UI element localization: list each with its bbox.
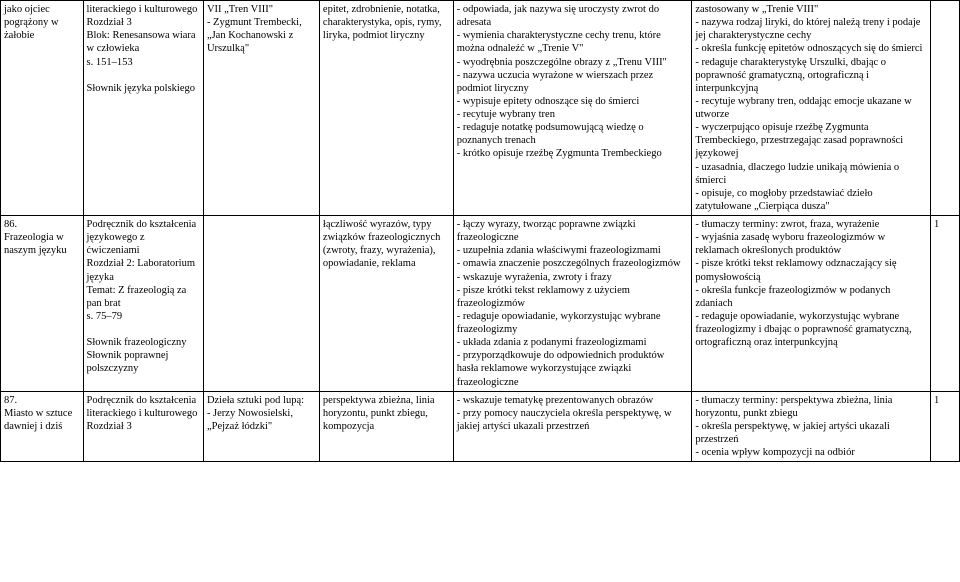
cell-source: literackiego i kulturowego Rozdział 3 Bl… xyxy=(83,1,203,216)
cell-text: - wskazuje tematykę prezentowanych obraz… xyxy=(457,395,675,432)
cell-text: Podręcznik do kształcenia językowego z ć… xyxy=(87,219,199,374)
cell-works xyxy=(203,216,319,392)
cell-text: - odpowiada, jak nazywa się uroczysty zw… xyxy=(457,4,667,159)
cell-text: perspektywa zbieżna, linia horyzontu, pu… xyxy=(323,395,437,432)
cell-text: - tłumaczy terminy: zwrot, fraza, wyraże… xyxy=(695,219,914,348)
cell-hours: 1 xyxy=(930,216,959,392)
cell-text: 1 xyxy=(934,395,939,406)
cell-text: jako ojciec pogrążony w żałobie xyxy=(4,4,61,41)
table-row: jako ojciec pogrążony w żałobie literack… xyxy=(1,1,960,216)
cell-works: Dzieła sztuki pod lupą: - Jerzy Nowosiel… xyxy=(203,391,319,462)
cell-topic: 86. Frazeologia w naszym języku xyxy=(1,216,84,392)
cell-extended: - tłumaczy terminy: zwrot, fraza, wyraże… xyxy=(692,216,931,392)
cell-text: zastosowany w „Trenie VIII" - nazywa rod… xyxy=(695,4,923,212)
cell-hours xyxy=(930,1,959,216)
curriculum-table: jako ojciec pogrążony w żałobie literack… xyxy=(0,0,960,462)
cell-text: - łączy wyrazy, tworząc poprawne związki… xyxy=(457,219,681,388)
table-row: 86. Frazeologia w naszym języku Podręczn… xyxy=(1,216,960,392)
cell-concepts: perspektywa zbieżna, linia horyzontu, pu… xyxy=(319,391,453,462)
cell-hours: 1 xyxy=(930,391,959,462)
table-row: 87. Miasto w sztuce dawniej i dziś Podrę… xyxy=(1,391,960,462)
cell-concepts: łączliwość wyrazów, typy związków frazeo… xyxy=(319,216,453,392)
cell-source: Podręcznik do kształcenia literackiego i… xyxy=(83,391,203,462)
cell-source: Podręcznik do kształcenia językowego z ć… xyxy=(83,216,203,392)
cell-text: Dzieła sztuki pod lupą: - Jerzy Nowosiel… xyxy=(207,395,304,432)
cell-extended: zastosowany w „Trenie VIII" - nazywa rod… xyxy=(692,1,931,216)
cell-text: łączliwość wyrazów, typy związków frazeo… xyxy=(323,219,443,269)
cell-basic: - odpowiada, jak nazywa się uroczysty zw… xyxy=(453,1,692,216)
cell-text: literackiego i kulturowego Rozdział 3 Bl… xyxy=(87,4,199,94)
cell-topic: 87. Miasto w sztuce dawniej i dziś xyxy=(1,391,84,462)
cell-text: - tłumaczy terminy: perspektywa zbieżna,… xyxy=(695,395,895,459)
cell-works: VII „Tren VIII" - Zygmunt Trembecki, „Ja… xyxy=(203,1,319,216)
cell-text: Podręcznik do kształcenia literackiego i… xyxy=(87,395,199,432)
cell-basic: - łączy wyrazy, tworząc poprawne związki… xyxy=(453,216,692,392)
cell-basic: - wskazuje tematykę prezentowanych obraz… xyxy=(453,391,692,462)
cell-topic: jako ojciec pogrążony w żałobie xyxy=(1,1,84,216)
cell-text: 87. Miasto w sztuce dawniej i dziś xyxy=(4,395,75,432)
cell-concepts: epitet, zdrobnienie, notatka, charaktery… xyxy=(319,1,453,216)
cell-extended: - tłumaczy terminy: perspektywa zbieżna,… xyxy=(692,391,931,462)
cell-text: epitet, zdrobnienie, notatka, charaktery… xyxy=(323,4,444,41)
cell-text: VII „Tren VIII" - Zygmunt Trembecki, „Ja… xyxy=(207,4,304,54)
cell-text: 1 xyxy=(934,219,939,230)
cell-text: 86. Frazeologia w naszym języku xyxy=(4,219,67,256)
